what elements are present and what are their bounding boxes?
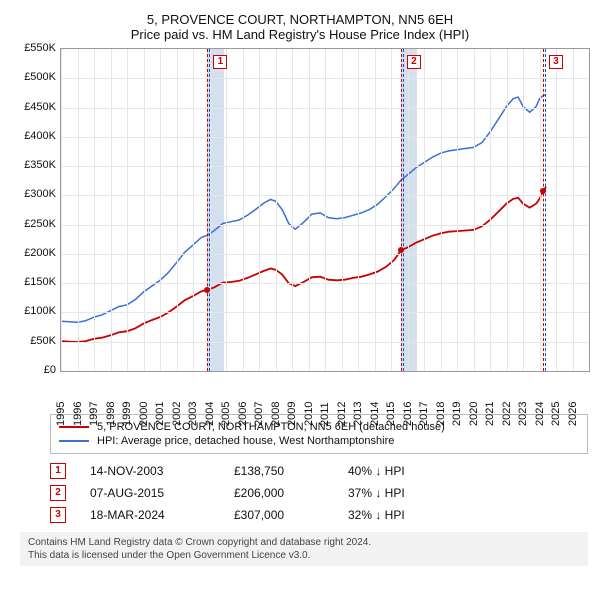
event-row: 3 18-MAR-2024 £307,000 32% ↓ HPI <box>50 504 588 526</box>
page-title-2: Price paid vs. HM Land Registry's House … <box>10 27 590 42</box>
x-tick-label: 2019 <box>451 402 463 426</box>
x-tick-label: 2006 <box>237 402 249 426</box>
y-tick-label: £550K <box>24 42 56 54</box>
plot-area: 1 2 3 <box>60 48 590 372</box>
x-tick-label: 2002 <box>171 402 183 426</box>
x-tick-label: 1997 <box>88 402 100 426</box>
sale-point <box>398 247 404 253</box>
x-tick-label: 2012 <box>336 402 348 426</box>
x-tick-label: 2016 <box>402 402 414 426</box>
x-tick-label: 2004 <box>204 402 216 426</box>
marker-number: 1 <box>213 55 227 69</box>
x-tick-label: 2020 <box>468 402 480 426</box>
events-table: 1 14-NOV-2003 £138,750 40% ↓ HPI 2 07-AUG-201… <box>50 460 588 526</box>
x-tick-label: 2015 <box>385 402 397 426</box>
event-price: £307,000 <box>234 508 324 522</box>
event-delta: 37% ↓ HPI <box>348 486 405 500</box>
y-tick-label: £500K <box>24 71 56 83</box>
x-tick-label: 2021 <box>484 402 496 426</box>
x-tick-label: 2025 <box>550 402 562 426</box>
legend-swatch <box>59 440 89 442</box>
y-tick-label: £0 <box>44 364 56 376</box>
x-tick-label: 2013 <box>352 402 364 426</box>
y-tick-label: £300K <box>24 188 56 200</box>
footnote: Contains HM Land Registry data © Crown c… <box>20 532 588 566</box>
footnote-line: This data is licensed under the Open Gov… <box>28 549 580 562</box>
sale-point <box>540 188 546 194</box>
x-tick-label: 2024 <box>534 402 546 426</box>
x-tick-label: 2018 <box>435 402 447 426</box>
event-number: 2 <box>50 485 66 501</box>
page-title-1: 5, PROVENCE COURT, NORTHAMPTON, NN5 6EH <box>10 10 590 27</box>
marker-number: 3 <box>549 55 563 69</box>
event-date: 07-AUG-2015 <box>90 486 210 500</box>
event-price: £206,000 <box>234 486 324 500</box>
legend-label: HPI: Average price, detached house, West… <box>97 435 394 447</box>
x-tick-label: 2009 <box>286 402 298 426</box>
x-tick-label: 2005 <box>220 402 232 426</box>
x-tick-label: 2003 <box>187 402 199 426</box>
event-date: 18-MAR-2024 <box>90 508 210 522</box>
y-tick-label: £50K <box>30 335 56 347</box>
event-row: 2 07-AUG-2015 £206,000 37% ↓ HPI <box>50 482 588 504</box>
legend-swatch <box>59 426 89 428</box>
x-tick-label: 2000 <box>138 402 150 426</box>
y-axis-labels: £0 £50K £100K £150K £200K £250K £300K £350K £400… <box>10 48 58 408</box>
x-tick-label: 2010 <box>303 402 315 426</box>
x-tick-label: 1995 <box>55 402 67 426</box>
x-tick-label: 2014 <box>369 402 381 426</box>
x-tick-label: 2017 <box>418 402 430 426</box>
y-tick-label: £200K <box>24 247 56 259</box>
event-number: 3 <box>50 507 66 523</box>
x-tick-label: 1999 <box>121 402 133 426</box>
marker-number: 2 <box>407 55 421 69</box>
legend-row: HPI: Average price, detached house, West… <box>59 434 579 448</box>
x-tick-label: 2001 <box>154 402 166 426</box>
x-tick-label: 2011 <box>319 402 331 426</box>
footnote-line: Contains HM Land Registry data © Crown c… <box>28 536 580 549</box>
x-tick-label: 2007 <box>253 402 265 426</box>
x-tick-label: 2026 <box>567 402 579 426</box>
event-delta: 40% ↓ HPI <box>348 464 405 478</box>
sale-point <box>204 287 210 293</box>
y-tick-label: £100K <box>24 305 56 317</box>
y-tick-label: £150K <box>24 276 56 288</box>
x-tick-label: 2022 <box>501 402 513 426</box>
y-tick-label: £400K <box>24 130 56 142</box>
y-tick-label: £250K <box>24 218 56 230</box>
event-row: 1 14-NOV-2003 £138,750 40% ↓ HPI <box>50 460 588 482</box>
x-tick-label: 1998 <box>105 402 117 426</box>
event-delta: 32% ↓ HPI <box>348 508 405 522</box>
x-tick-label: 1996 <box>72 402 84 426</box>
event-price: £138,750 <box>234 464 324 478</box>
y-tick-label: £350K <box>24 159 56 171</box>
y-tick-label: £450K <box>24 101 56 113</box>
chart: £0 £50K £100K £150K £200K £250K £300K £350K £400… <box>10 48 590 408</box>
event-number: 1 <box>50 463 66 479</box>
x-axis-labels: 1995199619971998199920002001200220032004… <box>60 374 590 408</box>
event-date: 14-NOV-2003 <box>90 464 210 478</box>
x-tick-label: 2023 <box>517 402 529 426</box>
x-tick-label: 2008 <box>270 402 282 426</box>
